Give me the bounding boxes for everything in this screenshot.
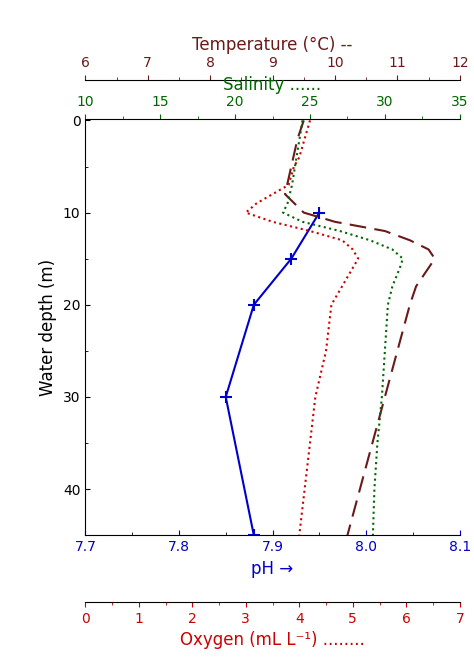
X-axis label: pH →: pH →	[252, 559, 293, 577]
X-axis label: Salinity ......: Salinity ......	[223, 76, 322, 94]
Y-axis label: Water depth (m): Water depth (m)	[39, 260, 57, 396]
X-axis label: Temperature (°C) --: Temperature (°C) --	[192, 36, 353, 54]
X-axis label: Oxygen (mL L⁻¹) ........: Oxygen (mL L⁻¹) ........	[180, 632, 365, 650]
